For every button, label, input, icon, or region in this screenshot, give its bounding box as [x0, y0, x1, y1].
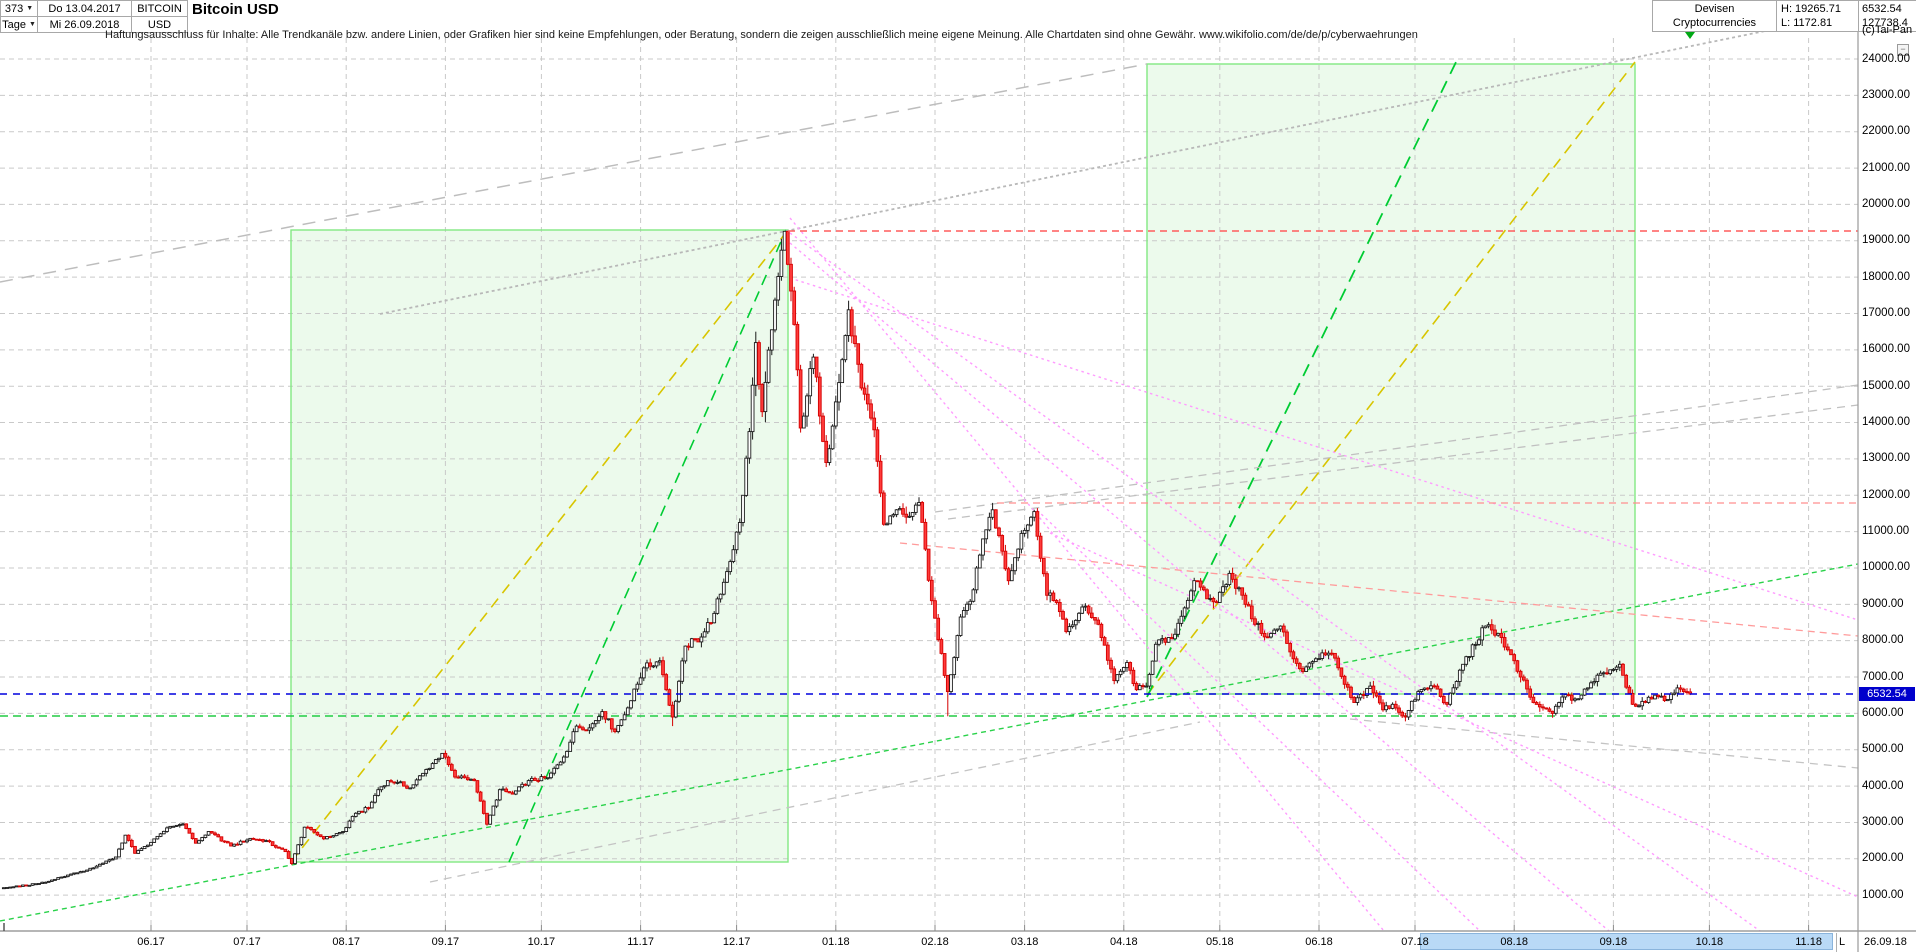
symbol-cell: BITCOIN [131, 0, 188, 17]
low-marker-label: L [1839, 936, 1846, 948]
price-axis-label: 20000.00 [1862, 197, 1910, 210]
time-axis-label: 11.18 [1795, 936, 1822, 948]
price-axis-label: 12000.00 [1862, 488, 1910, 501]
disclaimer-text: Haftungsausschluss für Inhalte: Alle Tre… [105, 29, 1418, 41]
high-low-cell: H: 19265.71 L: 1172.81 [1776, 0, 1859, 32]
date-to-value: Mi 26.09.2018 [49, 18, 120, 31]
price-axis-label: 24000.00 [1862, 52, 1910, 65]
time-axis-label: 12.17 [722, 936, 751, 948]
time-axis-label: 04.18 [1110, 936, 1138, 948]
category-line1: Devisen [1694, 3, 1735, 15]
last-price-axis-tag: 6532.54 [1859, 687, 1915, 702]
price-axis-label: 4000.00 [1862, 779, 1904, 792]
time-axis-label: 01.18 [822, 936, 850, 948]
date-to-field[interactable]: Mi 26.09.2018 [37, 16, 132, 33]
price-axis-label: 22000.00 [1862, 125, 1910, 138]
low-value: L: 1172.81 [1781, 17, 1833, 29]
alert-marker-icon [1685, 32, 1695, 39]
time-axis-label: 03.18 [1010, 936, 1039, 948]
symbol-value: BITCOIN [137, 2, 182, 15]
page-title: Bitcoin USD [192, 1, 279, 18]
category-line2: Cryptocurrencies [1672, 17, 1757, 29]
price-axis-label: 10000.00 [1862, 561, 1910, 574]
price-axis-label: 2000.00 [1862, 852, 1904, 865]
price-axis-label: 3000.00 [1862, 815, 1904, 828]
copyright-label: (c)Tai-Pan [1862, 24, 1913, 36]
time-axis-label: 10.18 [1695, 936, 1724, 948]
price-axis-label: 18000.00 [1862, 270, 1910, 283]
time-axis-label: 10.17 [527, 936, 556, 948]
chevron-down-icon: ▼ [28, 21, 36, 28]
price-axis-label: 14000.00 [1862, 416, 1910, 429]
time-axis-label: 05.18 [1206, 936, 1234, 948]
last-date-label: 26.09.18 [1864, 936, 1907, 948]
price-axis-label: 7000.00 [1862, 670, 1904, 683]
time-axis-label: 07.18 [1401, 936, 1429, 948]
minimize-pane-button[interactable]: − [1897, 44, 1909, 56]
price-axis-label: 11000.00 [1862, 525, 1910, 538]
last-price-value: 6532.54 [1862, 3, 1902, 15]
bars-count-value: 373 [4, 2, 24, 15]
bars-count-dropdown[interactable]: 373 ▼ [0, 0, 38, 17]
time-axis-label: 11.17 [627, 936, 654, 948]
time-axis-label: 02.18 [921, 936, 949, 948]
price-axis-label: 16000.00 [1862, 343, 1910, 356]
axis-separator [1836, 933, 1837, 952]
price-axis-label: 1000.00 [1862, 888, 1904, 901]
price-axis-label: 15000.00 [1862, 379, 1910, 392]
price-axis-label: 9000.00 [1862, 597, 1904, 610]
high-value: H: 19265.71 [1781, 3, 1841, 15]
time-axis-selection[interactable] [1420, 933, 1833, 950]
price-axis-label: 5000.00 [1862, 743, 1904, 756]
category-cell: Devisen Cryptocurrencies [1652, 0, 1777, 32]
last-value-cell: 6532.54 127738.4 [1858, 0, 1916, 32]
time-axis-label: 09.18 [1599, 936, 1628, 948]
currency-cell: USD [131, 16, 188, 33]
time-axis-label: 09.17 [431, 936, 460, 948]
date-from-value: Do 13.04.2017 [48, 2, 121, 15]
time-axis-label: 06.17 [137, 936, 165, 948]
price-axis-label: 19000.00 [1862, 234, 1910, 247]
price-axis-label: 8000.00 [1862, 634, 1904, 647]
time-axis-label: 08.18 [1500, 936, 1528, 948]
price-axis-label: 13000.00 [1862, 452, 1910, 465]
timeframe-dropdown[interactable]: Tage ▼ [0, 16, 38, 33]
time-axis-label: 08.17 [332, 936, 360, 948]
timeframe-value: Tage [2, 18, 26, 31]
price-axis-label: 21000.00 [1862, 161, 1910, 174]
currency-value: USD [147, 18, 172, 31]
time-axis-label: 07.17 [233, 936, 261, 948]
date-from-field[interactable]: Do 13.04.2017 [37, 0, 132, 17]
price-axis-label: 6000.00 [1862, 706, 1904, 719]
chevron-down-icon: ▼ [26, 5, 34, 12]
time-axis-label: 06.18 [1305, 936, 1333, 948]
volume-value: 127738.4 [1862, 17, 1908, 29]
price-axis-label: 23000.00 [1862, 88, 1910, 101]
price-axis-label: 17000.00 [1862, 306, 1910, 319]
